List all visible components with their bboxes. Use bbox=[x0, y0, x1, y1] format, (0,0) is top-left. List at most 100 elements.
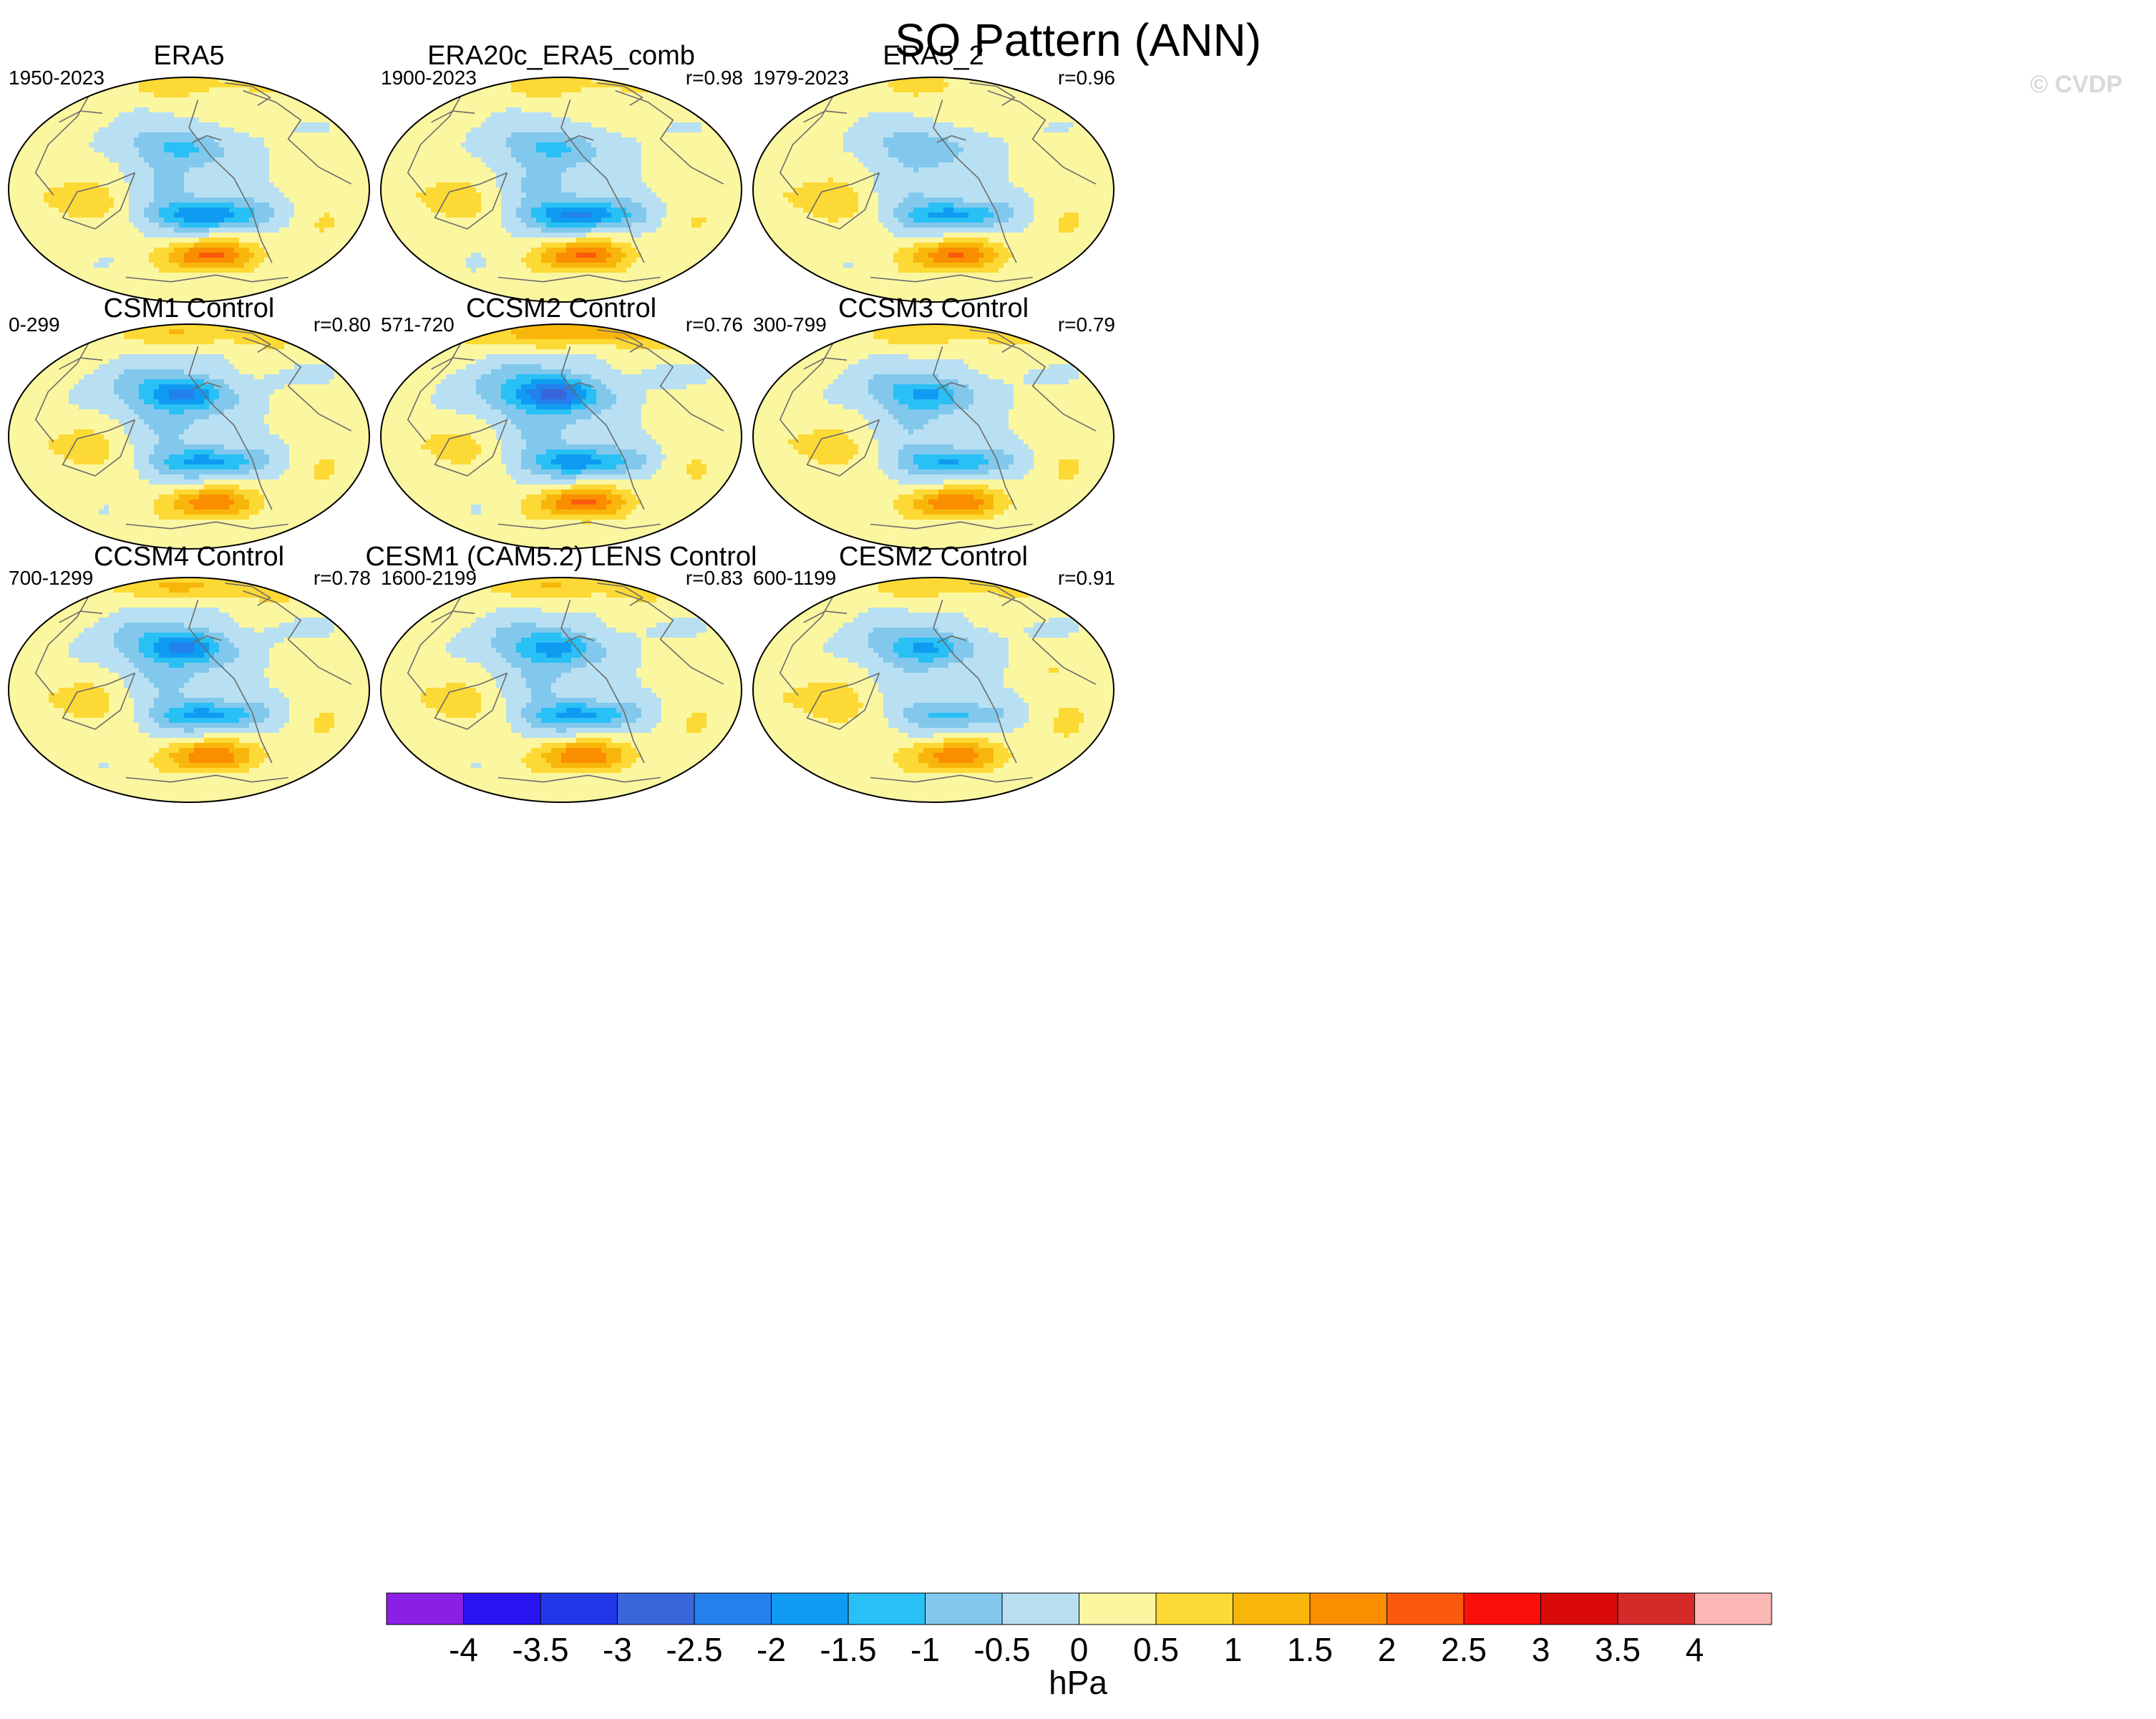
field-cell bbox=[536, 193, 542, 198]
field-cell bbox=[717, 172, 722, 178]
field-cell bbox=[441, 208, 447, 213]
field-cell bbox=[264, 177, 270, 183]
field-cell bbox=[526, 213, 532, 218]
field-cell bbox=[214, 152, 220, 158]
field-cell bbox=[456, 152, 462, 158]
field-cell bbox=[144, 177, 150, 183]
field-cell bbox=[149, 288, 155, 293]
field-cell bbox=[391, 223, 397, 228]
field-cell bbox=[611, 102, 617, 108]
field-cell bbox=[314, 253, 320, 258]
field-cell bbox=[129, 97, 135, 103]
field-cell bbox=[164, 268, 170, 273]
field-cell bbox=[466, 248, 472, 253]
field-cell bbox=[179, 92, 185, 98]
field-cell bbox=[456, 233, 462, 238]
field-cell bbox=[174, 107, 180, 113]
field-cell bbox=[299, 147, 305, 153]
field-cell bbox=[706, 132, 712, 138]
field-cell bbox=[571, 157, 577, 163]
field-cell bbox=[39, 162, 44, 168]
field-cell bbox=[466, 112, 472, 118]
field-cell bbox=[194, 198, 200, 203]
field-cell bbox=[656, 152, 662, 158]
field-cell bbox=[184, 283, 190, 288]
field-cell bbox=[29, 172, 34, 178]
coastline bbox=[192, 135, 222, 143]
field-cell bbox=[641, 167, 647, 173]
field-cell bbox=[506, 228, 512, 233]
field-cell bbox=[189, 122, 195, 128]
field-cell bbox=[214, 253, 220, 258]
field-cell bbox=[194, 263, 200, 268]
field-cell bbox=[596, 97, 602, 103]
coastline bbox=[188, 99, 273, 263]
field-cell bbox=[536, 253, 542, 258]
field-cell bbox=[631, 203, 637, 208]
field-cell bbox=[284, 157, 290, 163]
field-cell bbox=[446, 147, 452, 153]
field-cell bbox=[631, 137, 637, 143]
field-cell bbox=[124, 248, 130, 253]
field-cell bbox=[49, 172, 54, 178]
field-cell bbox=[169, 142, 175, 148]
field-cell bbox=[154, 283, 160, 288]
field-cell bbox=[396, 157, 402, 163]
field-cell bbox=[636, 172, 642, 178]
field-cell bbox=[174, 147, 180, 153]
field-cell bbox=[511, 198, 517, 203]
field-cell bbox=[349, 188, 355, 193]
field-cell bbox=[289, 127, 295, 133]
field-cell bbox=[591, 117, 597, 123]
field-cell bbox=[571, 238, 577, 243]
field-cell bbox=[234, 122, 240, 128]
field-cell bbox=[149, 182, 155, 188]
field-cell bbox=[184, 238, 190, 243]
field-cell bbox=[541, 253, 547, 258]
field-cell bbox=[109, 167, 115, 173]
field-cell bbox=[154, 258, 160, 263]
field-cell bbox=[144, 112, 150, 118]
field-cell bbox=[411, 152, 417, 158]
field-cell bbox=[319, 193, 325, 198]
field-cell bbox=[139, 142, 145, 148]
field-cell bbox=[109, 243, 115, 248]
field-cell bbox=[566, 188, 572, 193]
field-cell bbox=[591, 213, 597, 218]
field-cell bbox=[491, 152, 497, 158]
field-cell bbox=[209, 152, 215, 158]
field-cell bbox=[541, 117, 547, 123]
field-cell bbox=[229, 263, 235, 268]
field-cell bbox=[229, 107, 235, 113]
field-cell bbox=[586, 142, 592, 148]
field-cell bbox=[114, 278, 120, 283]
field-cell bbox=[99, 127, 105, 133]
field-cell bbox=[189, 172, 195, 178]
field-cell bbox=[466, 122, 472, 128]
field-cell bbox=[506, 172, 512, 178]
field-cell bbox=[551, 147, 557, 153]
field-cell bbox=[129, 293, 135, 298]
field-cell bbox=[279, 213, 285, 218]
field-cell bbox=[516, 127, 522, 133]
field-cell bbox=[676, 157, 682, 163]
field-cell bbox=[329, 137, 335, 143]
field-cell bbox=[666, 102, 672, 108]
field-cell bbox=[344, 198, 350, 203]
field-cell bbox=[691, 223, 697, 228]
field-cell bbox=[596, 162, 602, 168]
field-cell bbox=[154, 147, 160, 153]
field-cell bbox=[354, 203, 360, 208]
field-cell bbox=[24, 233, 29, 238]
field-cell bbox=[79, 102, 84, 108]
field-cell bbox=[24, 157, 29, 163]
field-cell bbox=[204, 87, 210, 93]
field-cell bbox=[234, 243, 240, 248]
field-cell bbox=[9, 193, 14, 198]
field-cell bbox=[416, 248, 422, 253]
field-cell bbox=[571, 77, 577, 83]
field-cell bbox=[451, 228, 457, 233]
field-cell bbox=[204, 218, 210, 223]
field-cell bbox=[194, 278, 200, 283]
field-cell bbox=[299, 142, 305, 148]
